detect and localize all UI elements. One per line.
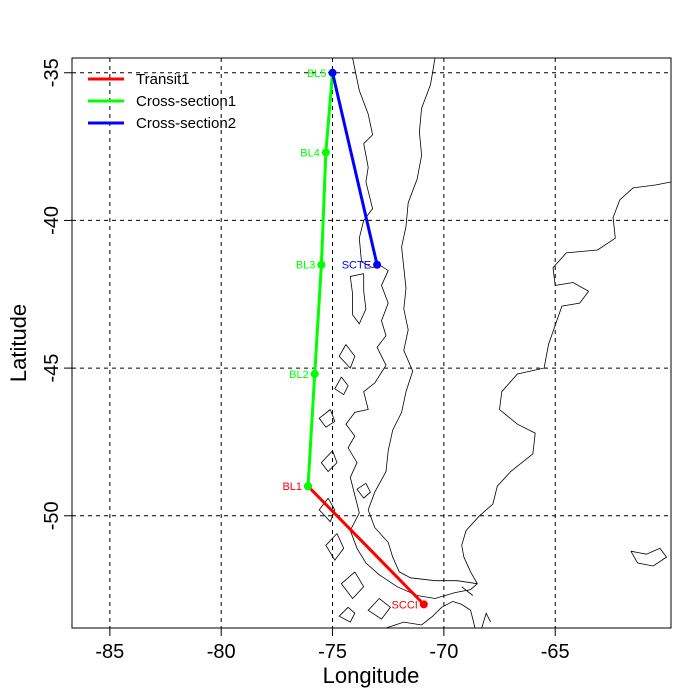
station-points <box>304 68 428 609</box>
station-label-bl5: BL5 <box>307 68 327 80</box>
coastline-segment-3 <box>338 344 356 369</box>
legend-label-0: Transit1 <box>136 71 190 88</box>
y-tick-label-3: -50 <box>41 501 63 530</box>
border-line <box>367 58 478 585</box>
coastline-segment-6 <box>318 497 336 523</box>
station-label-bl2: BL2 <box>289 369 309 381</box>
coastline-segment-9 <box>367 598 391 620</box>
y-axis-title: Latitude <box>6 304 31 382</box>
series-line-transit1 <box>306 485 425 606</box>
coastline-segment-1 <box>385 600 476 628</box>
coastline-segment-12 <box>356 482 371 499</box>
inland-line-1 <box>461 586 474 596</box>
coastline-segment-0 <box>345 58 671 599</box>
coastline-segment-10 <box>334 376 349 396</box>
station-label-scci: SCCI <box>392 599 418 611</box>
station-point-bl4-1 <box>321 148 330 157</box>
station-labels: BL1 SCCI BL2 BL3 BL4 BL5 SCTE <box>282 68 417 612</box>
y-tick-label-0: -35 <box>41 58 63 87</box>
station-label-bl4: BL4 <box>300 148 320 160</box>
x-tick-label-4: -65 <box>541 641 570 663</box>
station-label-bl3: BL3 <box>296 260 316 272</box>
x-axis: -85 -80 -75 -70 -65 <box>95 628 570 663</box>
station-label-scte: SCTE <box>342 260 371 272</box>
station-point-scci-0 <box>419 600 428 609</box>
coastline-segment-7 <box>325 533 345 561</box>
series-line-cross-section2 <box>331 72 379 266</box>
plot-frame <box>71 57 672 629</box>
x-axis-title: Longitude <box>323 663 420 688</box>
coastline-segment-2 <box>349 273 367 325</box>
legend: Transit1 Cross-section1 Cross-section2 <box>88 71 236 132</box>
station-point-bl1-1 <box>304 482 313 491</box>
x-tick-label-0: -85 <box>95 641 124 663</box>
station-point-bl3-1 <box>317 260 326 269</box>
coastline-segment-8 <box>340 571 365 600</box>
station-point-bl2-1 <box>310 370 319 379</box>
coastline-segment-4 <box>318 409 336 428</box>
coastline <box>318 58 671 628</box>
x-tick-label-2: -75 <box>318 641 347 663</box>
y-tick-label-2: -45 <box>41 354 63 383</box>
station-point-bl5-2 <box>328 68 337 77</box>
legend-label-2: Cross-section2 <box>136 115 236 132</box>
x-tick-label-3: -70 <box>429 641 458 663</box>
y-tick-label-1: -40 <box>41 206 63 235</box>
grid-lines <box>72 58 671 628</box>
coastline-segment-5 <box>320 450 338 473</box>
inland-line-0 <box>481 612 491 628</box>
coastline-segment-13 <box>338 606 356 623</box>
x-tick-label-1: -80 <box>207 641 236 663</box>
legend-label-1: Cross-section1 <box>136 93 236 110</box>
y-axis: -35 -40 -45 -50 <box>41 58 72 530</box>
station-label-bl1: BL1 <box>282 481 302 493</box>
station-point-scte-2 <box>373 260 382 269</box>
series-line-cross-section1 <box>306 72 335 487</box>
coastline-segment-11 <box>630 547 668 567</box>
